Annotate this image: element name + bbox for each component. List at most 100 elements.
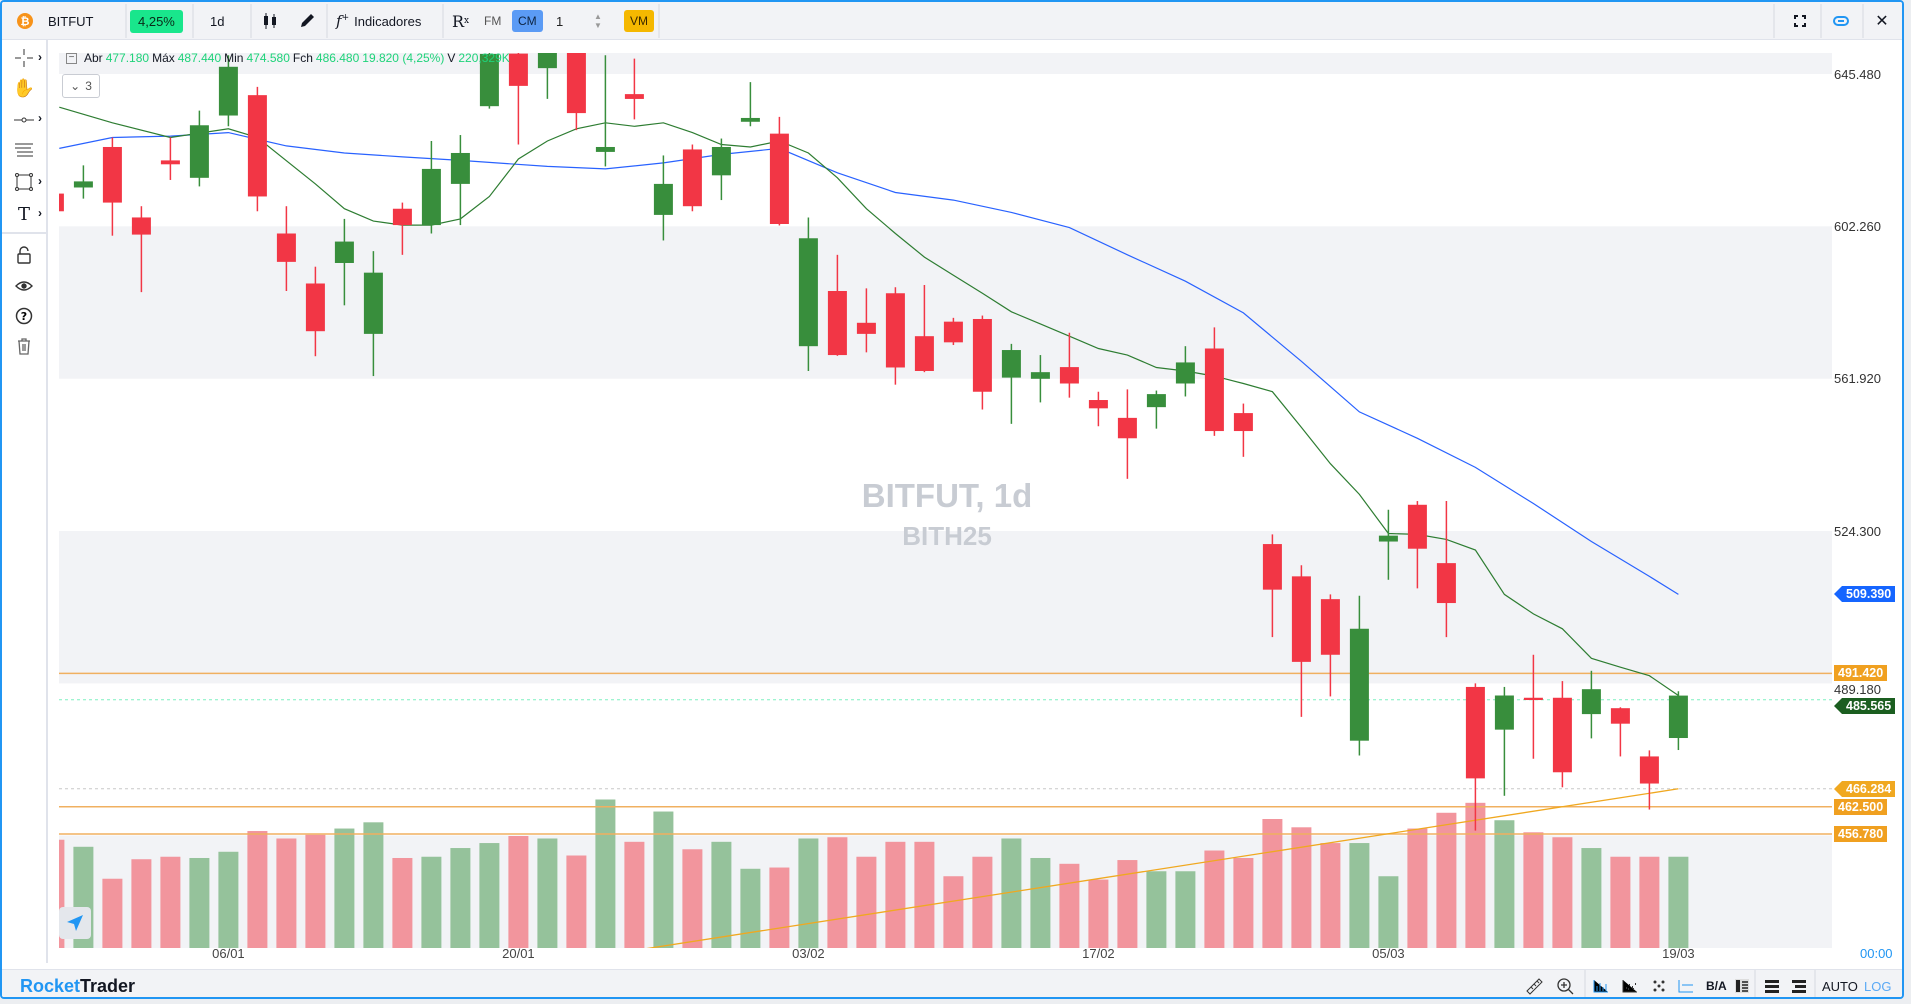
svg-text:?: ? xyxy=(21,310,27,323)
scatter-icon[interactable] xyxy=(1622,970,1638,997)
candle-up xyxy=(334,241,354,263)
hand-icon[interactable]: ✋ xyxy=(12,77,36,98)
link-icon[interactable] xyxy=(1832,2,1850,40)
candle-up xyxy=(73,181,93,188)
volume-bar xyxy=(1378,876,1399,948)
volume-bar xyxy=(334,828,355,948)
candle-down xyxy=(1639,756,1659,784)
chevron-up-icon: ▲ xyxy=(594,12,602,21)
fullscreen-icon[interactable] xyxy=(1792,2,1808,40)
volume-bar xyxy=(740,868,761,948)
volume-bar xyxy=(1320,843,1341,948)
candle-up xyxy=(1030,372,1050,379)
volume-bar xyxy=(856,856,877,948)
volume-bar xyxy=(1204,850,1225,948)
watermark-title: BITFUT, 1d xyxy=(861,477,1033,514)
cm-button[interactable]: CM xyxy=(512,10,543,32)
candle-up xyxy=(1581,689,1601,715)
bottom-bar: Rocket Trader B/A AUTO LOG xyxy=(2,969,1902,997)
time-tick-label: 03/02 xyxy=(792,946,825,961)
volume-bar xyxy=(769,867,790,948)
ruler-icon[interactable] xyxy=(1525,970,1543,997)
price-tag: 491.420 xyxy=(1834,665,1888,682)
unlock-icon[interactable] xyxy=(12,243,36,267)
dots-pattern-icon[interactable] xyxy=(1652,970,1666,997)
candlestick-chart-icon[interactable] xyxy=(260,2,280,40)
price-tick-label: 645.480 xyxy=(1834,66,1881,82)
indicators-collapse-button[interactable]: ⌄ 3 xyxy=(62,74,100,98)
candle-up xyxy=(1668,695,1688,739)
volume-bar xyxy=(508,836,529,948)
trend-line-tool-icon[interactable] xyxy=(12,108,36,132)
fm-button[interactable]: FM xyxy=(484,14,502,28)
candle-down xyxy=(508,53,528,86)
volume-bar xyxy=(943,876,964,948)
candle-down xyxy=(827,290,847,356)
volume-bar xyxy=(914,841,935,948)
candle-down xyxy=(59,193,64,212)
volume-bar xyxy=(566,855,587,948)
pencil-icon[interactable] xyxy=(297,2,317,40)
candle-up xyxy=(1001,350,1021,378)
volume-value: 220,329K xyxy=(458,51,510,65)
parallel-lines-icon[interactable] xyxy=(12,138,36,162)
candle-up xyxy=(798,238,818,347)
chevron-right-icon: › xyxy=(38,174,42,188)
axis-icon[interactable] xyxy=(1678,970,1694,997)
rectangle-tool-icon[interactable] xyxy=(12,170,36,194)
crosshair-icon[interactable] xyxy=(12,46,36,70)
candle-down xyxy=(1552,697,1572,773)
candle-down xyxy=(1465,686,1485,779)
volume-bar xyxy=(59,839,65,948)
candle-up xyxy=(479,53,499,107)
navigate-arrow-button[interactable] xyxy=(59,907,91,939)
zoom-in-icon[interactable] xyxy=(1556,970,1574,997)
indicators-button[interactable]: f+ Indicadores xyxy=(336,2,421,40)
stack-icon[interactable] xyxy=(1792,970,1806,997)
quantity-input[interactable]: 1 xyxy=(556,13,564,29)
auto-scale-button[interactable]: AUTO xyxy=(1822,978,1858,994)
trash-icon[interactable] xyxy=(12,334,36,358)
candle-down xyxy=(102,146,122,203)
close-icon[interactable]: ✕ xyxy=(1875,13,1889,30)
candle-down xyxy=(131,217,151,235)
layers-icon[interactable] xyxy=(1765,970,1779,997)
change-badge: 4,25% xyxy=(130,9,183,33)
eye-icon[interactable] xyxy=(12,274,36,298)
price-tag: 466.284 xyxy=(1833,780,1896,797)
volume-bar xyxy=(711,841,732,948)
log-scale-button[interactable]: LOG xyxy=(1864,978,1892,994)
timeframe-selector[interactable]: 1d xyxy=(210,13,225,29)
symbol-selector[interactable]: BITFUT xyxy=(48,13,94,29)
volume-bar xyxy=(160,856,181,948)
chevron-down-icon: ▼ xyxy=(594,21,602,30)
volume-bar xyxy=(537,838,558,948)
candle-down xyxy=(856,322,876,334)
volume-bar xyxy=(1436,812,1457,948)
volume-bar xyxy=(1291,827,1312,948)
collapse-legend-icon[interactable]: − xyxy=(66,52,77,64)
candle-down xyxy=(682,149,702,207)
location-arrow-icon xyxy=(67,915,83,931)
price-band xyxy=(59,226,1832,379)
candle-down xyxy=(247,95,267,197)
candle-up xyxy=(421,168,441,226)
candle-down xyxy=(1262,544,1282,590)
help-icon[interactable]: ? xyxy=(12,304,36,328)
volume-bars-icon[interactable] xyxy=(1593,970,1609,997)
bid-ask-button[interactable]: B/A xyxy=(1706,979,1727,993)
quantity-stepper[interactable]: ▲ ▼ xyxy=(594,2,602,40)
book-panel-icon[interactable] xyxy=(1735,970,1749,997)
close-value: 486.480 xyxy=(315,51,360,65)
volume-bar xyxy=(1610,856,1631,948)
drawing-toolbar: › ✋ › › T › ? xyxy=(2,40,48,963)
volume-bar xyxy=(131,859,152,948)
volume-bar xyxy=(1001,838,1022,948)
text-tool-icon[interactable]: T xyxy=(17,203,30,225)
vm-button[interactable]: VM xyxy=(624,10,654,32)
volume-bar xyxy=(479,843,500,948)
